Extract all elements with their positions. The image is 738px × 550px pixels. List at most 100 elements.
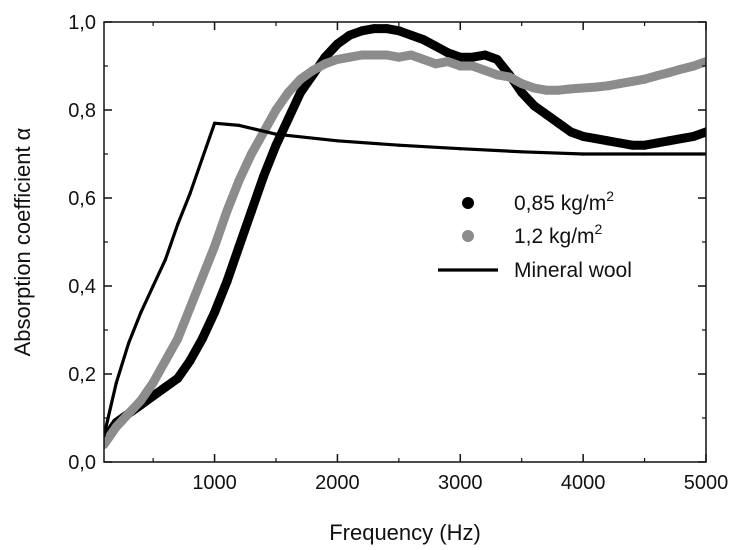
data-point-1-38	[566, 84, 576, 94]
series-line-1	[104, 50, 706, 449]
data-point-1-18	[320, 59, 330, 69]
x-axis-label: Frequency (Hz)	[329, 520, 481, 545]
data-point-2-5	[163, 258, 167, 262]
data-point-0-14	[271, 140, 281, 150]
legend-label-superscript-1: 2	[595, 221, 603, 237]
data-point-1-20	[345, 52, 355, 62]
legend-label-text-2: Mineral wool	[514, 259, 632, 282]
data-point-2-15	[520, 150, 524, 154]
data-point-1-49	[701, 57, 706, 67]
data-point-1-31	[480, 65, 490, 75]
data-point-1-29	[455, 61, 465, 71]
data-point-1-15	[283, 87, 293, 97]
data-point-1-46	[664, 68, 674, 78]
data-point-1-47	[676, 64, 686, 74]
series-line-0	[104, 24, 706, 445]
data-point-2-6	[176, 222, 180, 226]
data-point-1-22	[369, 50, 379, 60]
x-tick-label-3: 4000	[561, 472, 606, 494]
data-point-1-25	[406, 50, 416, 60]
data-point-0-36	[541, 109, 551, 119]
data-point-2-12	[335, 139, 339, 143]
data-point-0-42	[615, 138, 625, 148]
data-point-0-11	[234, 241, 244, 251]
y-tick-label-5: 1,0	[68, 12, 96, 34]
data-point-0-21	[357, 26, 367, 36]
data-point-1-36	[541, 85, 551, 95]
data-point-0-28	[443, 48, 453, 58]
data-point-1-27	[431, 59, 441, 69]
data-point-1-37	[554, 85, 564, 95]
y-tick-label-4: 0,8	[68, 100, 96, 122]
data-point-1-34	[517, 79, 527, 89]
tick-labels-layer: 1000 2000 3000 4000 5000 0,0 0,2 0,4 0,6 0,8 1,0	[68, 12, 728, 494]
data-point-1-33	[504, 72, 514, 82]
data-point-2-13	[397, 143, 401, 147]
data-point-1-11	[234, 175, 244, 185]
data-point-0-38	[566, 127, 576, 137]
data-point-1-9	[210, 241, 220, 251]
data-point-0-29	[455, 52, 465, 62]
legend-label-2: Mineral wool	[514, 259, 632, 282]
data-point-1-12	[246, 149, 256, 159]
legend-marker-1	[462, 230, 474, 242]
data-point-0-15	[283, 114, 293, 124]
data-point-1-39	[578, 83, 588, 93]
data-point-1-8	[197, 272, 207, 282]
data-point-2-17	[643, 152, 647, 156]
data-point-2-14	[458, 147, 462, 151]
data-point-1-45	[652, 71, 662, 81]
data-point-1-44	[640, 74, 650, 84]
data-point-1-16	[296, 74, 306, 84]
data-point-1-28	[443, 57, 453, 67]
legend-label-text-1: 1,2 kg/m	[514, 225, 595, 248]
data-point-1-3	[136, 395, 146, 405]
data-point-0-45	[652, 138, 662, 148]
data-point-0-40	[590, 134, 600, 144]
series-layer	[104, 24, 706, 449]
data-point-1-10	[222, 206, 232, 216]
data-point-2-11	[274, 132, 278, 136]
data-point-2-16	[581, 152, 585, 156]
legend-label-superscript-0: 2	[606, 188, 614, 204]
data-point-0-35	[529, 101, 539, 111]
data-point-0-31	[480, 50, 490, 60]
data-point-0-7	[185, 356, 195, 366]
data-point-1-1	[111, 422, 121, 432]
data-point-2-1	[114, 381, 118, 385]
y-tick-label-0: 0,0	[68, 452, 96, 474]
data-point-1-42	[615, 79, 625, 89]
data-point-0-26	[418, 35, 428, 45]
data-point-0-30	[468, 52, 478, 62]
legend-marker-0	[462, 197, 474, 209]
y-axis-label: Absorption coefficient α	[10, 127, 35, 356]
data-point-2-3	[139, 310, 143, 314]
data-point-1-35	[529, 83, 539, 93]
data-point-0-6	[173, 373, 183, 383]
data-point-1-19	[332, 54, 342, 64]
data-point-0-24	[394, 26, 404, 36]
data-point-0-13	[259, 171, 269, 181]
data-point-1-24	[394, 52, 404, 62]
data-point-1-43	[627, 76, 637, 86]
data-point-1-40	[590, 82, 600, 92]
data-point-1-41	[603, 81, 613, 91]
data-point-0-37	[554, 118, 564, 128]
data-point-0-48	[689, 131, 699, 141]
data-point-0-44	[640, 140, 650, 150]
data-point-2-8	[200, 156, 204, 160]
data-point-0-43	[627, 140, 637, 150]
data-point-0-39	[578, 131, 588, 141]
legend-label-1: 1,2 kg/m2	[514, 221, 603, 248]
data-point-1-30	[468, 61, 478, 71]
data-point-2-9	[213, 121, 217, 125]
data-point-1-26	[418, 54, 428, 64]
data-point-2-2	[127, 341, 131, 345]
data-point-0-8	[197, 334, 207, 344]
y-tick-label-2: 0,4	[68, 276, 96, 298]
data-point-1-0	[104, 439, 109, 449]
legend-label-text-0: 0,85 kg/m	[514, 192, 606, 215]
x-tick-label-2: 3000	[438, 472, 483, 494]
data-point-0-10	[222, 277, 232, 287]
